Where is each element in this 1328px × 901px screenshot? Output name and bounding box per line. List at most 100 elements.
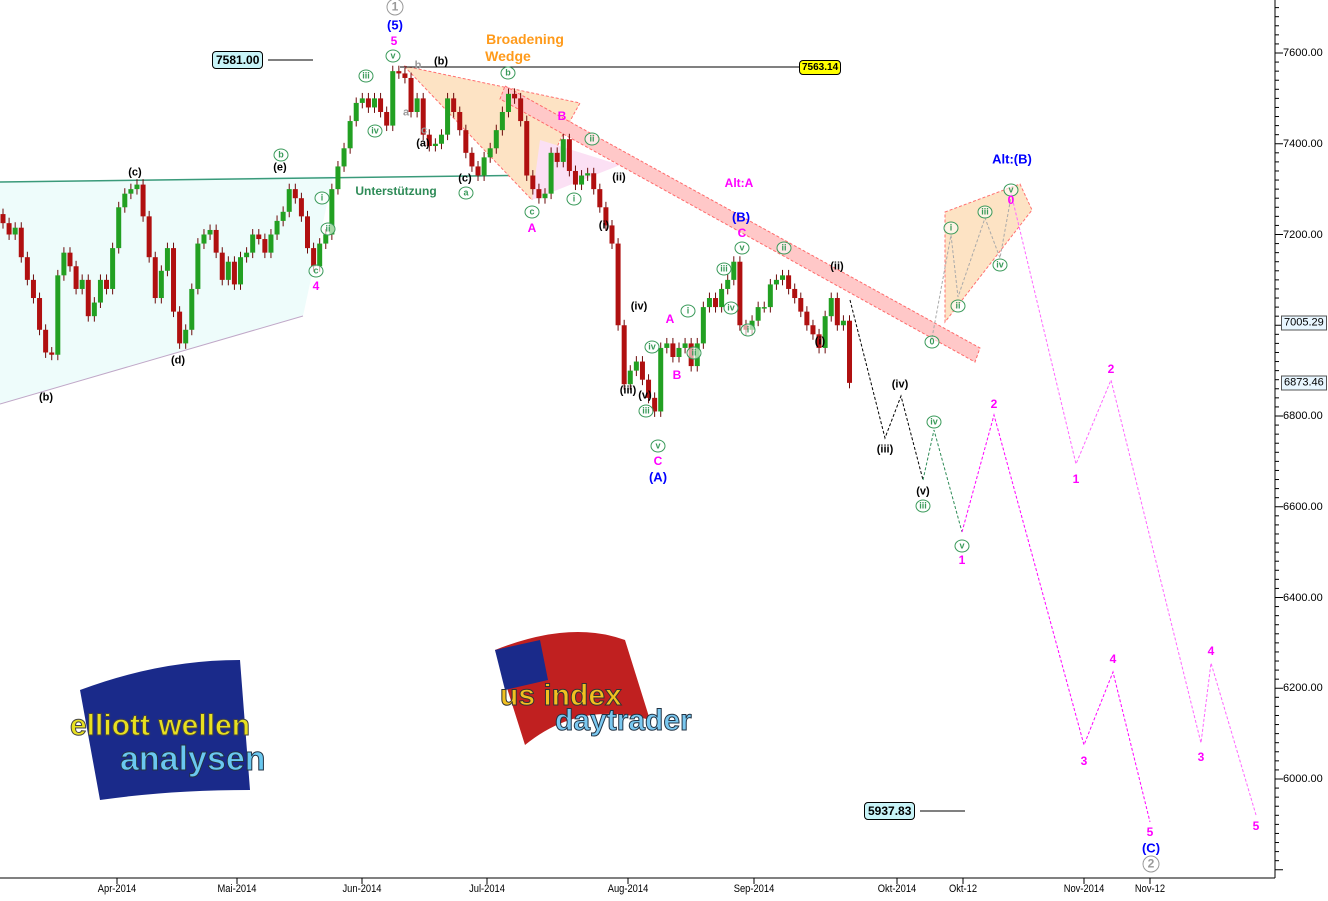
- candle: [432, 143, 438, 147]
- wave-label: (iv): [630, 300, 648, 313]
- candle: [408, 77, 414, 112]
- alt-b-wedge: [944, 183, 1033, 324]
- candle: [554, 152, 560, 162]
- candle: [384, 111, 390, 126]
- candle: [122, 193, 128, 208]
- x-tick-label: Sep-2014: [733, 883, 775, 895]
- wave-label: A: [665, 312, 675, 326]
- wave-label: (b): [38, 391, 54, 404]
- candle: [658, 347, 664, 412]
- wave-label: (c): [128, 166, 142, 179]
- svg-text:elliott wellen: elliott wellen: [70, 709, 250, 742]
- candle: [566, 139, 572, 171]
- wave-label: 3: [1080, 754, 1088, 768]
- projection-magenta-main: [961, 413, 1151, 823]
- candle: [664, 343, 670, 348]
- x-tick-label: Jun-2014: [342, 883, 382, 895]
- projection-alt-b: [931, 196, 1012, 339]
- x-tick-label: Okt-12: [948, 883, 978, 895]
- wave-label: v: [1003, 183, 1019, 197]
- candle: [219, 252, 225, 280]
- y-tick-label: 6600.00: [1283, 500, 1323, 513]
- candle: [834, 298, 840, 326]
- candle: [128, 189, 134, 194]
- candle: [171, 248, 177, 312]
- wave-label: i: [740, 323, 756, 337]
- candle: [451, 98, 457, 112]
- candle: [91, 302, 97, 317]
- candle: [652, 397, 658, 412]
- candle: [341, 148, 347, 167]
- wave-label: ii: [320, 222, 336, 236]
- broadening-wedge-label-2: Wedge: [485, 48, 531, 64]
- candle: [359, 98, 365, 103]
- candle: [445, 98, 451, 135]
- wave-label: c: [420, 124, 428, 137]
- pink-triangle: [532, 140, 620, 200]
- candle: [152, 257, 158, 299]
- candle: [816, 334, 822, 348]
- wave-label: iv: [644, 340, 660, 354]
- candle: [847, 320, 853, 383]
- alt-b-label: Alt:(B): [992, 151, 1032, 167]
- price-marker: 7005.29: [1281, 315, 1327, 331]
- x-tick-label: Nov-2014: [1063, 883, 1105, 895]
- wave-label: (iii): [619, 384, 637, 397]
- candle: [37, 298, 43, 330]
- candle: [6, 223, 12, 235]
- candle: [390, 71, 396, 126]
- wave-label: 1: [1072, 472, 1080, 486]
- wave-label: (iii): [876, 443, 894, 456]
- candle: [24, 257, 30, 280]
- y-tick-label: 6400.00: [1283, 591, 1323, 604]
- wave-label: i: [943, 221, 959, 235]
- candle: [487, 148, 493, 158]
- support-triangle: [0, 176, 333, 404]
- level-box-target: 5937.83: [864, 802, 916, 820]
- x-tick-label: Apr-2014: [97, 883, 137, 895]
- candle: [560, 139, 566, 162]
- candle: [158, 270, 164, 299]
- y-tick-label: 7600.00: [1283, 47, 1323, 59]
- price-marker: 6873.46: [1281, 375, 1327, 391]
- candle: [371, 98, 377, 108]
- wave-label: 5: [390, 34, 398, 48]
- wave-label: 4: [312, 279, 320, 293]
- wave-label: (e): [273, 161, 287, 174]
- support-label: Unterstützung: [355, 184, 437, 198]
- wave-label: i: [680, 304, 696, 318]
- candle: [134, 184, 140, 190]
- wave-label: 1: [958, 553, 966, 567]
- wave-label: c: [308, 264, 324, 278]
- wave-label: (i): [598, 219, 610, 232]
- svg-text:daytrader: daytrader: [555, 704, 692, 737]
- candle: [840, 320, 846, 326]
- x-tick-label: Okt-2014: [877, 883, 917, 895]
- candle: [73, 266, 79, 289]
- candle: [481, 157, 487, 176]
- candle: [536, 189, 542, 199]
- candle: [85, 279, 91, 317]
- wave-label: b: [273, 148, 289, 162]
- wave-label: iii: [716, 262, 732, 276]
- candle: [0, 214, 6, 224]
- candle: [365, 98, 371, 108]
- wave-label: v: [734, 241, 750, 255]
- candle: [420, 98, 426, 135]
- candle: [104, 279, 110, 289]
- candle: [61, 252, 67, 276]
- wave-label: 0: [1007, 193, 1015, 207]
- wave-label: a: [402, 106, 410, 119]
- candle: [786, 275, 792, 289]
- candle: [201, 234, 207, 244]
- candle: [457, 111, 463, 131]
- wave-label: (5): [387, 17, 403, 33]
- wave-label: v: [954, 539, 970, 553]
- candle: [317, 243, 323, 267]
- wave-label: (b): [433, 55, 449, 68]
- wave-label: 2: [990, 397, 998, 411]
- wave-label: B: [557, 109, 567, 123]
- candle: [585, 173, 591, 176]
- candle: [213, 229, 219, 253]
- level-box-top-left: 7581.00: [212, 51, 264, 69]
